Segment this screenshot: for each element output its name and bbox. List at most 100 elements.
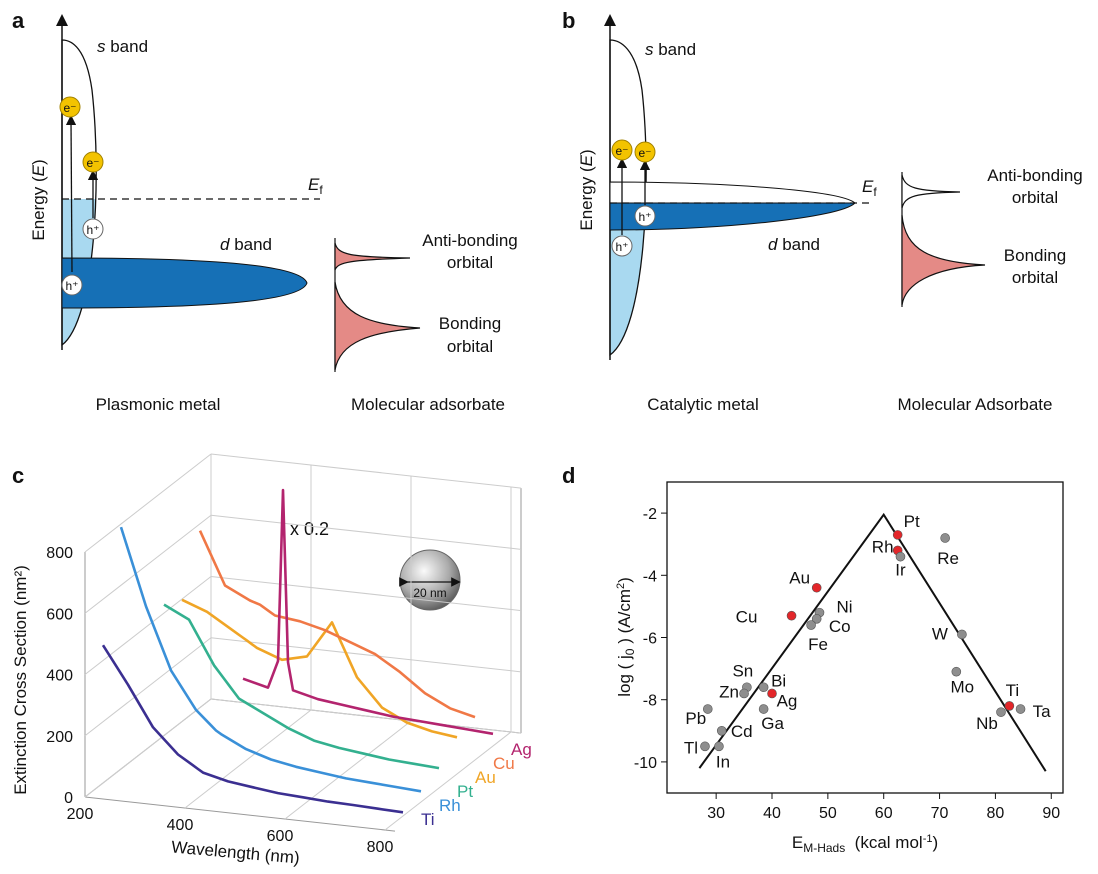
x-axis-title: EM-Hads (kcal mol-1) [792,833,938,855]
point-label: Ta [1033,702,1052,721]
data-point [806,620,816,630]
data-point [758,704,769,714]
data-point [957,629,967,640]
point-label: Ti [1006,681,1020,700]
spectrum-line [242,488,494,736]
y-tick-label: -6 [643,631,657,648]
fermi-label: Ef [308,175,323,197]
adsorbate-label: Molecular adsorbate [351,395,505,414]
y-tick-label: -10 [634,755,657,772]
grid-line [84,576,212,675]
y-tick-label: 400 [46,668,73,685]
data-point [996,707,1006,717]
point-label: Co [829,617,851,636]
bonding-label: orbital [447,337,493,356]
hole: h⁺ [615,240,628,254]
metal-label: Catalytic metal [647,395,758,414]
point-label: Au [789,569,810,588]
x-tick-label: 70 [931,805,949,822]
antibonding-label: orbital [447,253,493,272]
point-label: Fe [808,635,828,654]
s-band-label: s band [97,37,148,56]
point-label: Rh [872,537,894,556]
y-axis-title: log ( j0 ) (A/cm2) [615,577,637,697]
point-label: Re [937,549,959,568]
fermi-label: Ef [862,177,877,199]
panel-label: d [562,463,575,488]
point-label: Pb [685,709,706,728]
data-point [758,682,769,693]
point-label: Ga [761,714,784,733]
y-tick-label: 600 [46,606,73,623]
data-point [895,551,906,562]
grid-line [210,698,522,734]
data-point [811,614,822,624]
x-tick-label: 30 [707,805,725,822]
electron: e⁻ [63,101,76,115]
x-tick-label: 400 [167,817,194,834]
metal-label: Plasmonic metal [96,395,221,414]
panel-label: c [12,463,24,488]
point-label: Sn [732,661,753,680]
electron: e⁻ [615,144,628,158]
point-label: W [932,624,948,643]
bonding-label: Bonding [439,314,501,333]
point-label: Mo [951,678,975,697]
adsorbate-label: Molecular Adsorbate [898,395,1053,414]
x-tick-label: 50 [819,805,837,822]
grid-line [210,576,522,612]
grid-line [84,698,212,798]
spectrum-line [119,526,422,793]
annotation: 20 nm [413,586,446,600]
x-tick-label: 600 [267,828,294,845]
annotation: x 0.2 [290,519,329,539]
spectrum-line [181,598,458,739]
y-tick-label: 800 [46,545,73,562]
antibonding-label: Anti-bonding [987,166,1082,185]
hole: h⁺ [86,223,99,237]
point-label: Ir [895,561,906,580]
point-label: Ag [777,691,798,710]
grid-line [84,514,212,614]
x-tick-label: 200 [67,806,94,823]
data-point [714,741,724,752]
grid-line [84,637,212,737]
grid-line [384,731,512,831]
legend-label: Ag [511,740,532,759]
point-label: Ni [836,598,852,617]
s-band-label: s band [645,40,696,59]
data-point [892,530,903,540]
data-point [940,533,950,543]
y-tick-label: 0 [64,790,73,807]
point-label: Nb [976,714,998,733]
y-tick-label: -2 [643,506,657,523]
data-point [786,610,797,621]
grid-line [210,514,522,550]
x-tick-label: 40 [763,805,781,822]
axis-edge [84,796,396,832]
point-label: Pt [904,512,920,531]
data-point [811,582,822,593]
data-point [767,688,777,699]
y-tick-label: -8 [643,693,657,710]
energy-axis-label: Energy (E) [29,159,48,240]
point-label: Bi [771,671,786,690]
panel-label: a [12,8,25,33]
legend-label: Rh [439,796,461,815]
data-point [700,741,710,752]
x-tick-label: 60 [875,805,893,822]
point-label: Tl [684,738,698,757]
data-point [1015,704,1026,714]
y-tick-label: -4 [643,568,657,585]
panel-b: b e⁻ e⁻ h⁺ h⁺ s band d band Ef Energy (E… [562,8,1083,414]
data-point [951,666,962,677]
antibonding-label: orbital [1012,188,1058,207]
d-band-label: d band [768,235,820,254]
bonding-label: orbital [1012,268,1058,287]
x-tick-label: 90 [1042,805,1060,822]
data-point [716,725,727,736]
point-label: Cu [736,608,758,627]
x-tick-label: 80 [987,805,1005,822]
point-label: In [716,752,730,771]
energy-axis-label: Energy (E) [577,149,596,230]
